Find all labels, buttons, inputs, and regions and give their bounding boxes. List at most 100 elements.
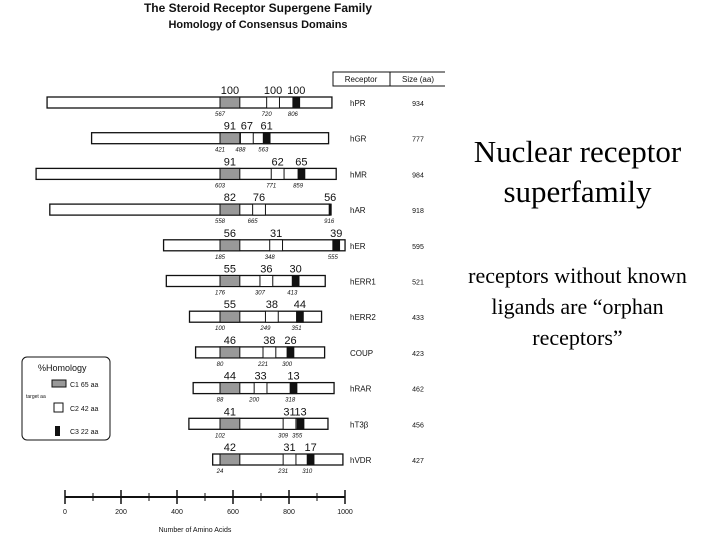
homology-value: 38 [263,335,275,347]
header-size: Size (aa) [402,75,434,84]
homology-value: 100 [264,85,282,97]
receptor-size: 934 [412,101,424,108]
receptor-name: hT3β [350,420,369,429]
domain-position: 318 [285,398,296,404]
domain-position: 603 [215,183,226,189]
homology-value: 56 [324,192,336,204]
homology-value: 62 [272,156,284,168]
receptor-size: 777 [412,137,424,144]
homology-value: 44 [224,371,236,383]
domain-c3 [332,239,341,252]
domain-position: 806 [288,112,299,118]
receptor-size: 423 [412,351,424,358]
receptor-size: 433 [412,315,424,322]
homology-value: 56 [224,228,236,240]
slide-title: Nuclear receptor superfamily [473,134,682,209]
receptor-bar [188,310,323,323]
domain-position: 555 [328,255,339,261]
domain-position: 771 [266,183,276,189]
receptor-size: 456 [412,422,424,429]
slide-body: receptors without known ligands are “orp… [468,263,687,350]
receptor-size: 462 [412,387,424,394]
domain-c3 [296,417,305,430]
domain-c2 [252,203,266,216]
legend-swatch-c3 [55,426,60,436]
receptor-name: hERR2 [350,313,376,322]
domain-position: 102 [215,433,226,439]
homology-value: 39 [330,228,342,240]
homology-value: 55 [224,299,236,311]
homology-value: 100 [287,85,305,97]
homology-value: 65 [295,156,307,168]
domain-c2 [262,346,277,359]
domain-position: 88 [217,398,224,404]
legend-title: %Homology [38,363,87,373]
homology-value: 91 [224,121,236,133]
receptor-size: 984 [412,172,424,179]
domain-position: 310 [302,469,313,475]
domain-c2 [264,310,279,323]
homology-value: 30 [290,264,302,276]
domain-c3 [286,346,295,359]
domain-position: 421 [215,148,225,154]
homology-value: 46 [224,335,236,347]
homology-value: 41 [224,406,236,418]
homology-value: 55 [224,264,236,276]
domain-position: 563 [258,148,269,154]
homology-value: 13 [287,371,299,383]
domain-c1 [219,132,241,145]
domain-c3 [291,275,300,287]
homology-value: 38 [266,299,278,311]
receptor-bar [212,453,344,466]
receptor-size: 521 [412,280,424,287]
homology-value: 36 [260,264,272,276]
domain-position: 916 [324,219,335,225]
domain-c2 [259,275,274,287]
domain-c3 [306,453,315,466]
domain-c3 [328,203,332,216]
receptor-name: hPR [350,99,366,108]
header-receptor: Receptor [345,75,378,84]
legend-swatch-c1 [51,379,67,388]
homology-value: 31 [270,228,282,240]
axis-tick-label: 200 [115,509,127,516]
legend-box [21,356,111,441]
domain-c2 [269,239,284,252]
legend-note: target aa [26,394,46,400]
figure: The Steroid Receptor Supergene Family Ho… [21,1,445,534]
domain-position: 558 [215,219,226,225]
receptor-name: hGR [350,135,367,144]
receptor-size: 918 [412,208,424,215]
homology-value: 67 [241,121,253,133]
domain-position: 200 [248,398,260,404]
domain-position: 859 [293,183,304,189]
domain-c2 [270,167,285,180]
domain-position: 665 [248,219,259,225]
homology-value: 31 [283,406,295,418]
homology-value: 100 [221,85,239,97]
legend-swatch-c2 [53,402,64,413]
domain-position: 80 [217,362,224,368]
domain-position: 309 [278,433,289,439]
receptor-name: hAR [350,206,366,215]
domain-position: 307 [255,291,266,297]
receptor-size: 595 [412,244,424,251]
homology-value: 61 [261,121,273,133]
domain-c3 [296,310,304,323]
domain-c1 [219,96,241,109]
receptor-bar [49,203,331,216]
legend-item: C2 42 aa [70,406,99,413]
domain-position: 413 [287,291,298,297]
domain-c1 [219,382,241,395]
domain-position: 176 [215,291,226,297]
domain-position: 300 [282,362,293,368]
domain-c3 [297,167,306,180]
receptor-name: hER [350,242,366,251]
receptor-name: hERR1 [350,278,376,287]
domain-c2 [282,417,297,430]
axis-tick-label: 0 [63,509,67,516]
homology-value: 33 [254,371,266,383]
figure-subtitle: Homology of Consensus Domains [168,19,347,31]
domain-position: 231 [277,469,288,475]
domain-position: 249 [259,326,271,332]
